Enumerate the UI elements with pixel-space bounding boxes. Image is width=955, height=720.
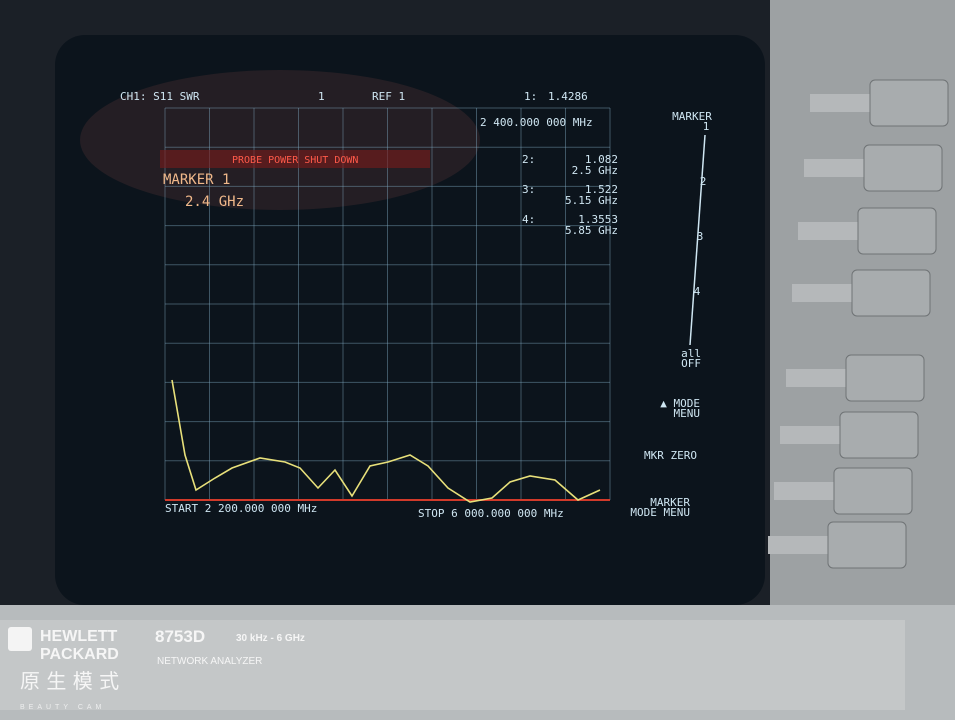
- marker-label: 4:: [522, 213, 535, 226]
- softkey-button[interactable]: [846, 355, 924, 401]
- watermark-sub: BEAUTY CAM: [20, 704, 105, 711]
- softkey-label: MODE MENU: [630, 506, 690, 519]
- softkey-button[interactable]: [828, 522, 906, 568]
- page: {"header": {"channel": "CH1: S11 SWR", "…: [0, 0, 955, 720]
- description: NETWORK ANALYZER: [157, 656, 262, 667]
- active-marker-frequency: 2.4 GHz: [185, 194, 244, 210]
- marker-label: 1:: [524, 90, 537, 103]
- hp-logo: [8, 627, 32, 651]
- marker-frequency: 2.5 GHz: [572, 164, 618, 177]
- softkey-button[interactable]: [870, 80, 948, 126]
- softkey-button[interactable]: [840, 412, 918, 458]
- softkey-button[interactable]: [852, 270, 930, 316]
- photo: CH1: S11 SWR 1 REF 1 PROBE POWER SHUT DO…: [0, 0, 955, 720]
- channel: CH1: S11 SWR: [120, 90, 200, 103]
- range: 30 kHz - 6 GHz: [236, 633, 305, 644]
- softkey-label: 1: [703, 120, 710, 133]
- softkey-button[interactable]: [864, 145, 942, 191]
- body: CH1: S11 SWR 1 REF 1 PROBE POWER SHUT DO…: [0, 0, 955, 720]
- stop-frequency: STOP 6 000.000 000 MHz: [418, 507, 564, 520]
- active-marker: MARKER 1: [163, 172, 230, 188]
- softkey-label: MKR ZERO: [644, 449, 697, 462]
- watermark: 原 生 模 式: [20, 669, 119, 693]
- softkey-label: OFF: [681, 357, 701, 370]
- marker-frequency: 5.85 GHz: [565, 224, 618, 237]
- marker-frequency: 5.15 GHz: [565, 194, 618, 207]
- brand: HEWLETT: [40, 628, 118, 645]
- marker-frequency: 2 400.000 000 MHz: [480, 116, 593, 129]
- softkey-button[interactable]: [858, 208, 936, 254]
- softkey-label: MENU: [674, 407, 701, 420]
- scale: 1: [318, 90, 325, 103]
- reference: REF 1: [372, 90, 405, 103]
- marker-label: 3:: [522, 183, 535, 196]
- warning: PROBE POWER SHUT DOWN: [232, 155, 358, 166]
- softkey-button[interactable]: [834, 468, 912, 514]
- marker-value: 1.4286: [548, 90, 588, 103]
- marker-label: 2:: [522, 153, 535, 166]
- brand: PACKARD: [40, 646, 119, 663]
- start-frequency: START 2 200.000 000 MHz: [165, 502, 317, 515]
- model: 8753D: [155, 627, 205, 646]
- label-strip: [0, 620, 905, 710]
